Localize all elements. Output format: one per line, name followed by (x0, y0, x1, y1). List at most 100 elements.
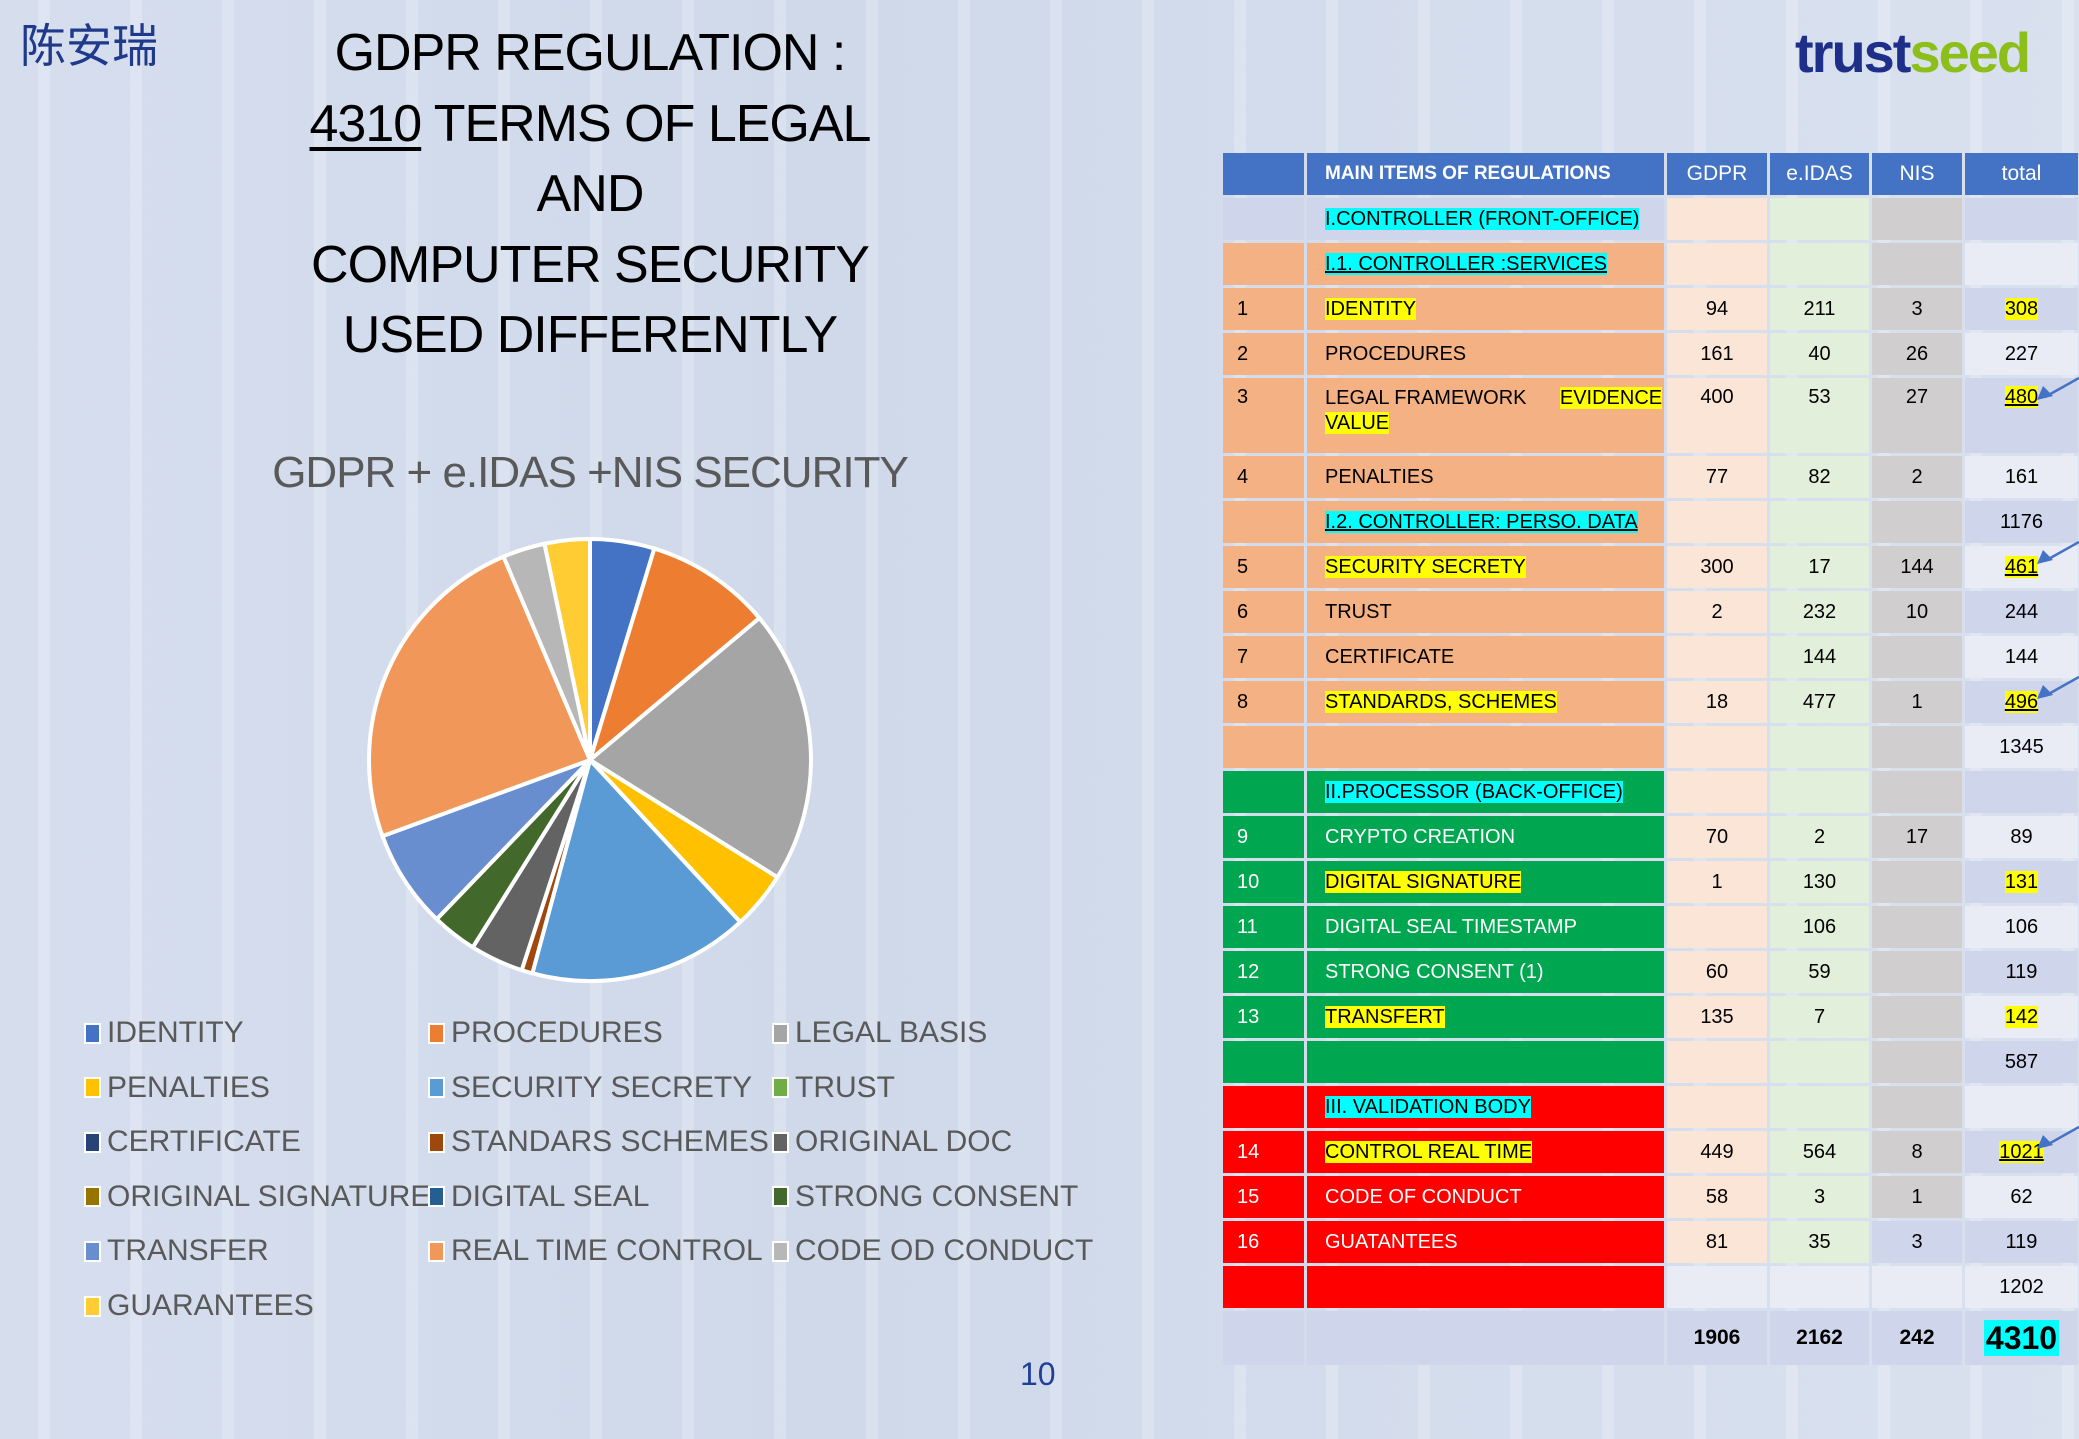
cell-eidas: 35 (1770, 1221, 1869, 1263)
cell-total: 161 (1965, 456, 2078, 498)
total-value: 119 (2005, 1230, 2038, 1253)
legend-item: CODE OD CONDUCT (772, 1234, 1093, 1268)
row-label-text: DIGITAL SEAL TIMESTAMP (1325, 915, 1577, 938)
cell-gdpr: 449 (1667, 1131, 1767, 1173)
legend-label: DIGITAL SEAL (451, 1179, 650, 1213)
cell-nis (1872, 906, 1962, 948)
cell-gdpr: 1 (1667, 861, 1767, 903)
table-row: I.CONTROLLER (FRONT-OFFICE) (1223, 198, 2078, 240)
total-value: 119 (2005, 960, 2038, 983)
cell-gdpr: 2 (1667, 591, 1767, 633)
cell-gdpr (1667, 1041, 1767, 1083)
table-row: I.2. CONTROLLER: PERSO. DATA 1176 (1223, 501, 2078, 543)
row-number: 6 (1223, 591, 1304, 633)
cell-nis (1872, 243, 1962, 285)
row-number: 13 (1223, 996, 1304, 1038)
total-value: 1202 (1999, 1275, 2044, 1298)
legend-item: CERTIFICATE (84, 1125, 301, 1159)
row-label-text: LEGAL FRAMEWORK (1325, 387, 1527, 409)
legend-label: CODE OD CONDUCT (795, 1234, 1094, 1268)
table-row: 587 (1223, 1041, 2078, 1083)
cell-gdpr: 60 (1667, 951, 1767, 993)
cell-eidas (1770, 243, 1869, 285)
chart-title: GDPR + e.IDAS +NIS SECURITY (272, 448, 909, 497)
legend-item: STANDARS SCHEMES (428, 1125, 769, 1159)
cell-eidas: 82 (1770, 456, 1869, 498)
cell-eidas: 106 (1770, 906, 1869, 948)
row-number (1223, 501, 1304, 543)
row-label: GUATANTEES (1307, 1221, 1664, 1263)
cell-total: 496 (1965, 681, 2078, 723)
cell-gdpr (1667, 906, 1767, 948)
cell-eidas: 232 (1770, 591, 1869, 633)
row-number: 4 (1223, 456, 1304, 498)
column-header-eidas: e.IDAS (1770, 153, 1869, 195)
cell-total: 1345 (1965, 726, 2078, 768)
cell-nis: 10 (1872, 591, 1962, 633)
total-value: 1345 (1999, 735, 2044, 758)
row-label-text: PROCEDURES (1325, 342, 1467, 365)
cell-nis (1872, 198, 1962, 240)
row-number (1223, 1266, 1304, 1308)
cell-nis (1872, 636, 1962, 678)
row-label: I.2. CONTROLLER: PERSO. DATA (1307, 501, 1664, 543)
row-label-text: STANDARDS, SCHEMES (1325, 690, 1557, 713)
row-number: 10 (1223, 861, 1304, 903)
cell-nis: 1 (1872, 1176, 1962, 1218)
total-value: 587 (2004, 1050, 2039, 1073)
total-value: 496 (2004, 690, 2039, 713)
legend-item: ORIGINAL SIGNATURE (84, 1180, 430, 1214)
cell-gdpr (1667, 1086, 1767, 1128)
pie-chart (367, 537, 813, 983)
title-line: AND (536, 165, 645, 223)
row-label-text: TRANSFERT (1325, 1005, 1445, 1028)
column-header-gdpr: GDPR (1667, 153, 1767, 195)
logo-part: trust (1795, 21, 1911, 84)
table-row: 6 TRUST 2 232 10 244 (1223, 591, 2078, 633)
row-number: 16 (1223, 1221, 1304, 1263)
legend-swatch (84, 1295, 101, 1317)
cell-total: 144 (1965, 636, 2078, 678)
row-number: 11 (1223, 906, 1304, 948)
legend-swatch (428, 1077, 445, 1099)
legend-item: DIGITAL SEAL (428, 1180, 649, 1214)
cell-eidas (1770, 771, 1869, 813)
title-line: GDPR REGULATION : (334, 24, 847, 82)
total-value: 227 (2004, 342, 2039, 365)
row-label-text: I.1. CONTROLLER :SERVICES (1325, 252, 1607, 275)
legend-label: PROCEDURES (451, 1016, 663, 1049)
cell-total: 119 (1965, 1221, 2078, 1263)
legend-item: SECURITY SECRETY (428, 1071, 752, 1105)
cell-eidas: 17 (1770, 546, 1869, 588)
cell-eidas: 7 (1770, 996, 1869, 1038)
cell-gdpr: 81 (1667, 1221, 1767, 1263)
legend-item: PROCEDURES (428, 1016, 663, 1050)
cell-nis: 144 (1872, 546, 1962, 588)
legend-item: GUARANTEES (84, 1289, 314, 1323)
row-label: CRYPTO CREATION (1307, 816, 1664, 858)
legend-swatch (428, 1131, 445, 1153)
row-number (1223, 726, 1304, 768)
cell-total: 1176 (1965, 501, 2078, 543)
legend-swatch (772, 1077, 789, 1099)
row-label: DIGITAL SEAL TIMESTAMP (1307, 906, 1664, 948)
row-label: CONTROL REAL TIME (1307, 1131, 1664, 1173)
cell-nis: 8 (1872, 1131, 1962, 1173)
cell-gdpr: 94 (1667, 288, 1767, 330)
row-label-text: IDENTITY (1325, 297, 1417, 320)
total-value: 308 (2004, 297, 2039, 320)
cell-total (1965, 771, 2078, 813)
row-number: 12 (1223, 951, 1304, 993)
row-number (1223, 198, 1304, 240)
legend-swatch (772, 1186, 789, 1208)
cell-nis (1872, 1266, 1962, 1308)
legend-swatch (84, 1131, 101, 1153)
table-header-row: MAIN ITEMS OF REGULATIONS GDPR e.IDAS NIS to… (1223, 153, 2078, 195)
cell-eidas: 40 (1770, 333, 1869, 375)
table-row: 2 PROCEDURES 161 40 26 227 (1223, 333, 2078, 375)
pie-slice-procedures (588, 546, 762, 762)
row-label: TRUST (1307, 591, 1664, 633)
row-label-text: I.2. CONTROLLER: PERSO. DATA (1325, 510, 1638, 533)
cell-gdpr: 300 (1667, 546, 1767, 588)
cell-gdpr (1667, 771, 1767, 813)
